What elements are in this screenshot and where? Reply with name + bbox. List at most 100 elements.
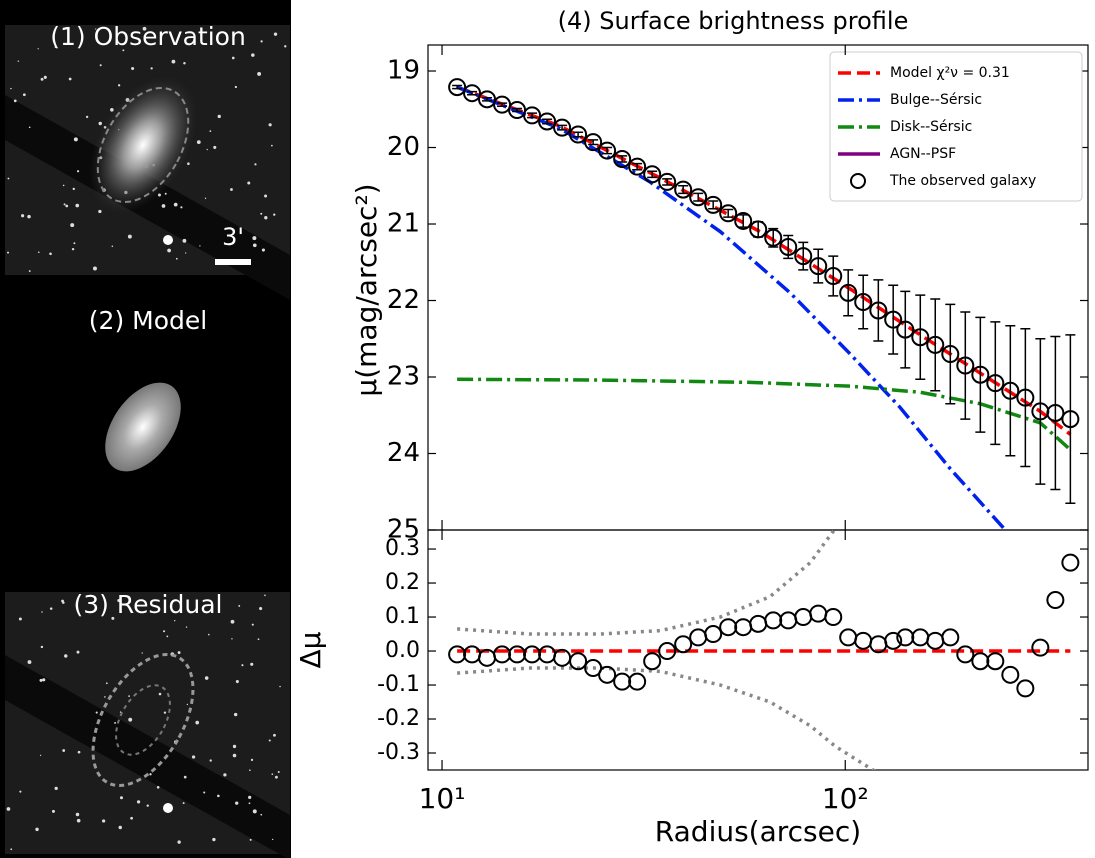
star [209, 130, 212, 133]
spiral-arm [96, 87, 190, 203]
error-bar [573, 131, 584, 138]
star [206, 148, 208, 151]
star [28, 126, 31, 129]
y-tick-label: 25 [387, 515, 420, 545]
data-point [749, 614, 768, 633]
data-point [809, 257, 828, 276]
star [252, 809, 257, 814]
star [284, 45, 287, 48]
star [73, 137, 78, 142]
data-point [839, 628, 858, 647]
star [230, 188, 233, 191]
error-bar [738, 214, 749, 228]
star [10, 87, 12, 90]
data-point [643, 652, 662, 671]
star [102, 819, 106, 823]
y-tick-label: 22 [387, 285, 420, 315]
plot-area [448, 530, 1080, 770]
error-bar [873, 279, 884, 342]
star [118, 825, 122, 830]
star [119, 796, 123, 800]
data-point [689, 628, 708, 647]
data-point [971, 652, 990, 671]
data-point [523, 106, 542, 125]
star [142, 26, 147, 31]
data-point [584, 133, 603, 152]
model-image: (2) Model [89, 306, 207, 472]
star [28, 270, 31, 272]
star [128, 717, 133, 722]
legend-label: Bulge--Sérsic [890, 92, 982, 108]
data-point [1061, 553, 1080, 572]
error-bar [708, 200, 719, 210]
star [27, 214, 31, 219]
error-bar [1050, 335, 1061, 491]
data-point [569, 652, 588, 671]
residual-arm [115, 684, 171, 756]
data-point [734, 211, 753, 230]
error-bar [1020, 328, 1031, 468]
star [141, 652, 143, 654]
data-point [508, 645, 527, 664]
star [149, 773, 152, 776]
y-tick-label: 23 [387, 362, 420, 392]
data-point [941, 345, 960, 364]
star [249, 838, 252, 841]
data-point [538, 645, 557, 664]
star [273, 213, 276, 216]
data-point [941, 628, 960, 647]
star [64, 654, 68, 658]
star [233, 712, 238, 717]
star [35, 827, 39, 832]
star [268, 123, 272, 127]
error-bar [678, 185, 689, 195]
star [261, 248, 265, 252]
data-point [553, 118, 572, 137]
star [39, 754, 42, 757]
data-point [1046, 403, 1065, 422]
star [173, 202, 178, 207]
star [163, 711, 167, 714]
x-tick-label: 10² [822, 782, 869, 815]
model-line [456, 85, 1007, 530]
star [257, 638, 260, 641]
error-bar [557, 124, 568, 131]
star [254, 163, 257, 166]
star [54, 786, 58, 791]
star [63, 203, 66, 206]
star [249, 769, 251, 771]
scale-bar [215, 259, 251, 265]
plot-frame [427, 529, 1089, 771]
data-point [986, 374, 1005, 393]
star [150, 67, 153, 70]
star [182, 238, 187, 243]
star [163, 630, 166, 633]
star [191, 755, 196, 759]
data-point [598, 141, 617, 160]
star [76, 170, 80, 173]
star [104, 696, 106, 698]
star [248, 802, 251, 805]
y-tick-label: 0.2 [385, 570, 420, 595]
x-tick-label: 10¹ [419, 782, 466, 815]
error-bar [798, 241, 809, 271]
data-point [884, 310, 903, 329]
data-point [911, 628, 930, 647]
data-point [764, 228, 783, 247]
error-bar [723, 208, 734, 218]
star [37, 251, 40, 254]
star [177, 651, 181, 654]
y-tick-label: 0.3 [385, 536, 420, 561]
star [70, 223, 75, 228]
data-point [628, 157, 647, 176]
data-point [689, 188, 708, 207]
star [174, 620, 176, 622]
error-bar [662, 178, 673, 186]
star [271, 144, 273, 147]
star [232, 753, 237, 758]
star [158, 692, 162, 696]
error-bar [1005, 324, 1016, 457]
star [95, 711, 98, 714]
star [264, 194, 268, 198]
star [43, 75, 47, 79]
